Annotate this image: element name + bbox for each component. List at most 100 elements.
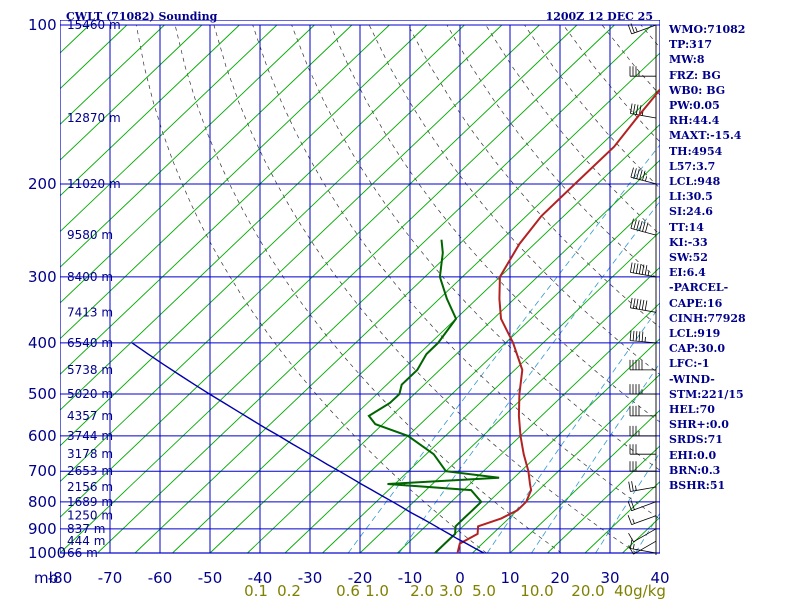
temperature-tick-label: 30 xyxy=(600,569,619,587)
height-label: 3744 m xyxy=(67,429,113,443)
mixing-ratio-label: 5.0 xyxy=(472,582,496,600)
wind-barb xyxy=(629,66,656,77)
chart-title: CWLT (71082) Sounding xyxy=(66,10,218,23)
skewed-isotherm xyxy=(60,24,540,483)
skewed-isotherm xyxy=(60,24,578,518)
skewed-isotherms xyxy=(60,24,660,554)
index-item: WB0: BG xyxy=(669,83,726,97)
index-item: LFC:-1 xyxy=(669,357,710,371)
height-label: 7413 m xyxy=(67,305,113,319)
skewed-isotherm xyxy=(284,195,660,554)
skewed-isotherm xyxy=(60,24,278,233)
index-item: TT:14 xyxy=(669,220,704,234)
skewed-isotherm xyxy=(397,302,660,554)
height-label: 9580 m xyxy=(67,228,113,242)
mixing-ratio-label: 2.0 xyxy=(410,582,434,600)
skewed-isotherm xyxy=(547,445,660,554)
height-label: 11020 m xyxy=(67,177,121,191)
wind-barb xyxy=(627,515,657,525)
index-item: LCL:948 xyxy=(669,175,721,189)
temperature-tick-label: -20 xyxy=(348,569,373,587)
index-item: EI:6.4 xyxy=(669,266,706,280)
height-label: 66 m xyxy=(67,546,98,560)
skewed-isotherm xyxy=(509,409,660,554)
height-label: 837 m xyxy=(67,522,105,536)
height-label: 15460 m xyxy=(67,18,121,32)
index-item: CAP:30.0 xyxy=(669,342,726,356)
mixing-ratio-label: 20.0 xyxy=(571,582,604,600)
index-item: CAPE:16 xyxy=(669,296,723,310)
wind-barb xyxy=(630,262,657,278)
sounding-series xyxy=(131,88,660,554)
wind-barb xyxy=(628,528,657,543)
index-item: KI:-33 xyxy=(669,235,708,249)
pressure-tick-label: 200 xyxy=(28,175,57,193)
height-label: 5020 m xyxy=(67,387,113,401)
wind-barb xyxy=(630,167,657,185)
axis-unit-label: mb xyxy=(34,569,58,587)
temperature-tick-label: -40 xyxy=(248,569,273,587)
height-label: 2653 m xyxy=(67,464,113,478)
skewed-isotherm xyxy=(60,24,165,126)
temperature-tick-label: -80 xyxy=(48,569,73,587)
skewed-isotherm xyxy=(60,24,315,268)
index-item: BSHR:51 xyxy=(669,479,726,493)
index-item: STM:221/15 xyxy=(669,387,744,401)
dry-adiabat xyxy=(213,24,637,554)
wind-barb xyxy=(627,23,657,35)
temperature-trace xyxy=(456,88,660,554)
index-item: SHR+:0.0 xyxy=(669,418,729,432)
temperature-tick-label: 0 xyxy=(455,569,465,587)
pressure-tick-label: 1000 xyxy=(28,544,66,562)
index-item: WMO:71082 xyxy=(669,23,746,36)
wind-barb xyxy=(629,359,656,371)
height-label: 1689 m xyxy=(67,495,113,509)
temperature-tick-label: 20 xyxy=(550,569,569,587)
pressure-tick-label: 300 xyxy=(28,268,57,286)
skewed-isotherm xyxy=(247,159,660,554)
mixing-ratio-label: 40g/kg xyxy=(614,582,666,600)
index-item: LI:30.5 xyxy=(669,190,713,204)
height-label: 3178 m xyxy=(67,447,113,461)
temperature-tick-label: -60 xyxy=(148,569,173,587)
dry-adiabat xyxy=(174,24,562,554)
mixing-ratio-line xyxy=(635,512,660,554)
skewed-isotherm xyxy=(172,88,660,554)
plot-frame xyxy=(60,20,660,554)
height-label: 8400 m xyxy=(67,270,113,284)
skewed-isotherm xyxy=(60,24,390,340)
sounding-indices-panel: WMO:71082 TP:317 MW:8 FRZ: BG WB0: BG PW… xyxy=(669,22,799,493)
wind-section-header: -WIND- xyxy=(669,372,715,386)
wind-barb xyxy=(629,384,656,395)
wind-barb xyxy=(629,405,656,417)
pressure-grid xyxy=(60,20,660,554)
dry-adiabat xyxy=(135,24,487,554)
skewed-isotherm xyxy=(60,24,428,376)
skewed-isotherm xyxy=(209,123,660,554)
pressure-tick-label: 800 xyxy=(28,493,57,511)
skewed-isotherm xyxy=(322,230,660,554)
mixing-ratio-label: 0.2 xyxy=(277,582,301,600)
index-item: HEL:70 xyxy=(669,403,715,417)
temperature-tick-label: 10 xyxy=(500,569,519,587)
index-item: LCL:919 xyxy=(669,327,721,341)
skewed-isotherm xyxy=(60,24,203,161)
skewed-isotherm xyxy=(60,24,615,554)
index-item: TP:317 xyxy=(669,38,713,52)
wind-barb xyxy=(629,425,656,437)
mixing-ratio-label: 10.0 xyxy=(520,582,553,600)
wind-barb xyxy=(628,481,657,492)
dewpoint-trace xyxy=(367,239,500,554)
height-label: 6540 m xyxy=(67,336,113,350)
dry-adiabat xyxy=(252,24,660,520)
height-label: 5738 m xyxy=(67,363,113,377)
height-label: 4357 m xyxy=(67,409,113,423)
mixing-ratio-lines xyxy=(347,144,660,554)
dry-adiabat xyxy=(291,24,660,471)
index-item: EHI:0.0 xyxy=(669,448,717,462)
wind-barb xyxy=(630,103,657,119)
pressure-tick-label: 100 xyxy=(28,16,57,34)
temperature-tick-label: 40 xyxy=(650,569,669,587)
height-label: 12870 m xyxy=(67,111,121,125)
